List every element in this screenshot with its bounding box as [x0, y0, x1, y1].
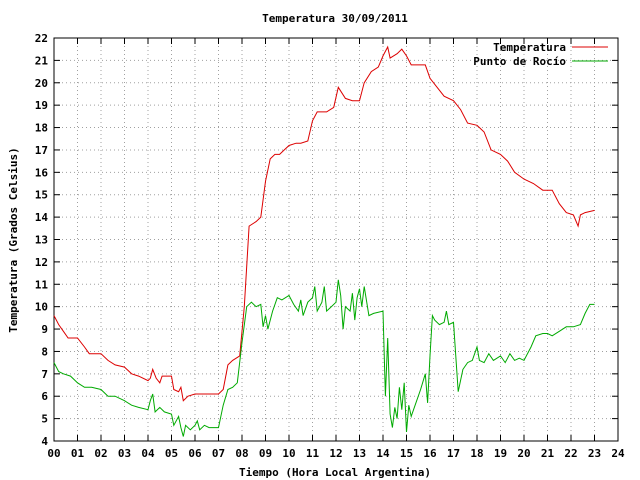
x-tick-label: 05 [165, 447, 178, 460]
y-tick-label: 6 [41, 390, 48, 403]
x-tick-label: 15 [400, 447, 413, 460]
y-tick-label: 12 [35, 256, 48, 269]
x-tick-label: 09 [259, 447, 272, 460]
y-tick-label: 9 [41, 323, 48, 336]
series-line [53, 45, 595, 402]
y-tick-label: 13 [35, 234, 48, 247]
x-tick-label: 07 [212, 447, 225, 460]
x-axis-label: Tiempo (Hora Local Argentina) [239, 466, 431, 479]
x-tick-label: 24 [611, 447, 625, 460]
y-tick-label: 4 [41, 435, 48, 448]
x-tick-label: 17 [447, 447, 460, 460]
y-tick-label: 16 [35, 166, 49, 179]
y-tick-label: 17 [35, 144, 48, 157]
x-tick-label: 04 [141, 447, 155, 460]
y-tick-label: 15 [35, 189, 48, 202]
x-tick-label: 02 [94, 447, 107, 460]
chart-title: Temperatura 30/09/2011 [262, 12, 408, 25]
x-tick-label: 12 [329, 447, 342, 460]
x-tick-label: 08 [235, 447, 248, 460]
x-tick-label: 23 [588, 447, 601, 460]
x-tick-label: 20 [517, 447, 530, 460]
y-tick-label: 18 [35, 122, 48, 135]
series-lines [53, 45, 595, 437]
x-tick-label: 11 [306, 447, 320, 460]
legend-label: Temperatura [493, 41, 566, 54]
y-tick-label: 7 [41, 368, 48, 381]
x-tick-label: 03 [118, 447, 131, 460]
y-tick-label: 14 [35, 211, 49, 224]
x-tick-label: 01 [71, 447, 85, 460]
y-tick-label: 20 [35, 77, 48, 90]
y-tick-label: 21 [35, 54, 49, 67]
x-tick-label: 22 [564, 447, 577, 460]
series-line [53, 279, 595, 437]
axis-ticks: 00 01 02 03 04 05 06 07 08 09 10 11 12 13 14 15 16 17 18 19… [35, 32, 625, 460]
x-tick-label: 14 [376, 447, 390, 460]
legend-label: Punto de Rocío [473, 55, 566, 68]
x-tick-label: 19 [494, 447, 507, 460]
y-tick-label: 22 [35, 32, 48, 45]
x-tick-label: 16 [423, 447, 437, 460]
y-tick-label: 19 [35, 99, 48, 112]
y-tick-label: 8 [41, 345, 48, 358]
x-tick-label: 10 [282, 447, 295, 460]
y-tick-label: 10 [35, 301, 48, 314]
x-tick-label: 00 [47, 447, 60, 460]
x-tick-label: 21 [541, 447, 555, 460]
y-tick-label: 11 [35, 278, 49, 291]
y-tick-label: 5 [41, 413, 48, 426]
x-tick-label: 06 [188, 447, 202, 460]
x-tick-label: 18 [470, 447, 483, 460]
y-axis-label: Temperatura (Grados Celsius) [7, 147, 20, 332]
x-tick-label: 13 [353, 447, 366, 460]
